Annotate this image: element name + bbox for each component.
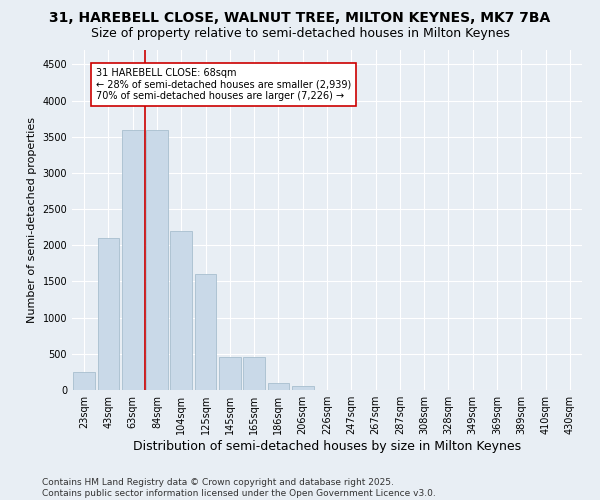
X-axis label: Distribution of semi-detached houses by size in Milton Keynes: Distribution of semi-detached houses by … — [133, 440, 521, 453]
Bar — [170, 231, 192, 390]
Text: 31 HAREBELL CLOSE: 68sqm
← 28% of semi-detached houses are smaller (2,939)
70% o: 31 HAREBELL CLOSE: 68sqm ← 28% of semi-d… — [96, 68, 352, 102]
Y-axis label: Number of semi-detached properties: Number of semi-detached properties — [27, 117, 37, 323]
Bar — [219, 358, 241, 390]
Bar — [194, 274, 217, 390]
Text: 31, HAREBELL CLOSE, WALNUT TREE, MILTON KEYNES, MK7 7BA: 31, HAREBELL CLOSE, WALNUT TREE, MILTON … — [49, 12, 551, 26]
Bar — [268, 383, 289, 390]
Bar — [73, 372, 95, 390]
Bar — [146, 130, 168, 390]
Text: Size of property relative to semi-detached houses in Milton Keynes: Size of property relative to semi-detach… — [91, 28, 509, 40]
Bar — [292, 386, 314, 390]
Bar — [122, 130, 143, 390]
Bar — [97, 238, 119, 390]
Text: Contains HM Land Registry data © Crown copyright and database right 2025.
Contai: Contains HM Land Registry data © Crown c… — [42, 478, 436, 498]
Bar — [243, 358, 265, 390]
